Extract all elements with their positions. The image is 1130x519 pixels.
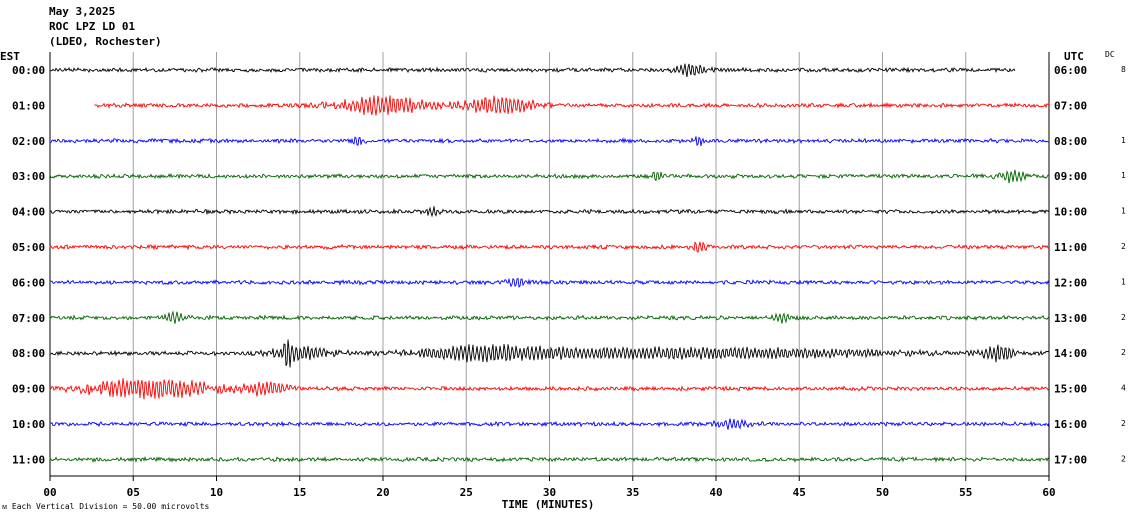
x-tick-label: 20 (376, 486, 389, 499)
trace-row-0200 (49, 136, 1050, 147)
station-label: ROC LPZ LD 01 (49, 20, 136, 33)
x-tick-label: 15 (293, 486, 306, 499)
x-tick-label: 50 (876, 486, 889, 499)
left-timezone-label: EST (0, 50, 20, 63)
row-label-right: 07:00 (1054, 99, 1087, 112)
row-dc-value: 2 (1121, 419, 1126, 428)
row-label-left: 03:00 (12, 170, 45, 183)
right-timezone-label: UTC (1064, 50, 1084, 63)
row-dc-value: 1 (1121, 136, 1126, 145)
trace-row-0500 (49, 241, 1050, 253)
row-label-right: 15:00 (1054, 383, 1087, 396)
row-label-right: 11:00 (1054, 241, 1087, 254)
row-label-left: 00:00 (12, 64, 45, 77)
row-dc-value: 8 (1121, 65, 1126, 74)
row-label-left: 10:00 (12, 418, 45, 431)
date-label: May 3,2025 (49, 5, 116, 18)
row-label-right: 17:00 (1054, 453, 1087, 466)
x-tick-label: 00 (43, 486, 56, 499)
row-label-left: 02:00 (12, 135, 45, 148)
trace-row-1000 (49, 418, 1050, 430)
row-label-left: 08:00 (12, 347, 45, 360)
x-tick-label: 60 (1042, 486, 1055, 499)
row-label-left: 01:00 (12, 99, 45, 112)
row-label-right: 14:00 (1054, 347, 1087, 360)
row-label-right: 09:00 (1054, 170, 1087, 183)
trace-row-0100 (94, 95, 1050, 116)
x-tick-label: 10 (210, 486, 223, 499)
dc-header-label: DC (1105, 50, 1115, 59)
x-tick-label: 45 (793, 486, 806, 499)
trace-row-0700 (49, 310, 1050, 324)
trace-row-0000 (49, 63, 1016, 78)
x-tick-label: 55 (959, 486, 972, 499)
axis-labels: 00 05 10 15 20 25 30 35 40 45 50 55 60 EST UTC DC TIME (… (0, 50, 1126, 511)
x-axis-title: TIME (MINUTES) (502, 498, 595, 511)
trace-row-0600 (49, 277, 1050, 288)
row-label-left: 04:00 (12, 206, 45, 219)
row-label-right: 06:00 (1054, 64, 1087, 77)
row-label-left: 09:00 (12, 383, 45, 396)
scale-note: ᴍ Each Vertical Division = 50.00 microvo… (2, 502, 210, 511)
x-tick-label: 40 (709, 486, 722, 499)
x-tick-label: 30 (543, 486, 556, 499)
row-dc-value: 2 (1121, 313, 1126, 322)
row-label-left: 11:00 (12, 453, 45, 466)
row-label-right: 10:00 (1054, 206, 1087, 219)
location-label: (LDEO, Rochester) (49, 35, 162, 48)
row-dc-value: 2 (1121, 348, 1126, 357)
trace-row-0800 (49, 339, 1050, 368)
row-dc-value: 1 (1121, 207, 1126, 216)
row-label-right: 12:00 (1054, 276, 1087, 289)
x-tick-label: 35 (626, 486, 639, 499)
x-tick-label: 05 (127, 486, 140, 499)
row-label-left: 05:00 (12, 241, 45, 254)
trace-row-0300 (49, 169, 1049, 184)
row-dc-value: 1 (1121, 171, 1126, 180)
row-label-right: 16:00 (1054, 418, 1087, 431)
row-label-left: 06:00 (12, 276, 45, 289)
x-tick-label: 25 (460, 486, 473, 499)
row-label-right: 13:00 (1054, 312, 1087, 325)
traces (49, 63, 1050, 464)
trace-row-0900 (49, 378, 1050, 400)
trace-row-0400 (49, 206, 1050, 218)
grid (49, 52, 1050, 481)
row-dc-value: 1 (1121, 277, 1126, 286)
row-label-left: 07:00 (12, 312, 45, 325)
row-dc-value: 2 (1121, 242, 1126, 251)
row-dc-value: 2 (1121, 454, 1126, 463)
row-dc-value: 4 (1121, 384, 1126, 393)
row-label-right: 08:00 (1054, 135, 1087, 148)
trace-row-1100 (49, 455, 1050, 464)
